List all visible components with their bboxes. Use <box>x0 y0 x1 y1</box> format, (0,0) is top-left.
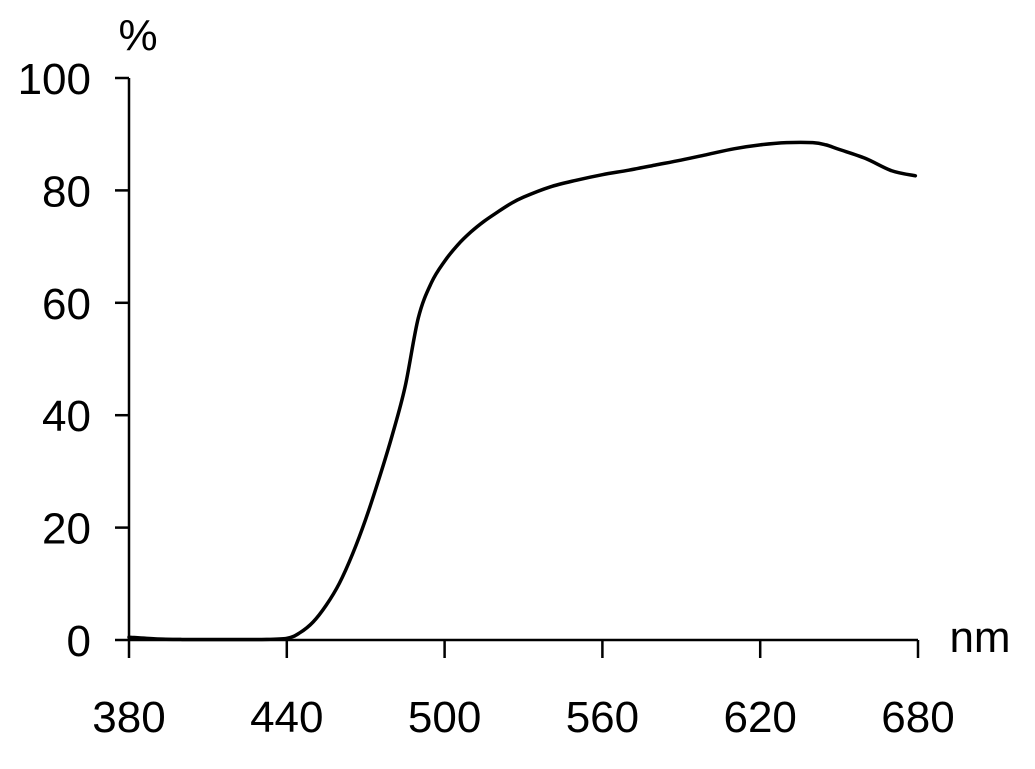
x-axis-unit-label: nm <box>949 613 1010 662</box>
y-tick-label: 20 <box>42 505 91 554</box>
series-line <box>129 142 915 639</box>
y-tick-label: 40 <box>42 392 91 441</box>
x-tick-label: 380 <box>92 693 165 742</box>
chart-axes <box>129 78 918 640</box>
plot-area <box>129 142 915 639</box>
y-axis-ticks: 0 20 40 60 80 100 <box>18 55 129 666</box>
y-axis-unit-label: % <box>118 11 157 60</box>
x-tick-label: 560 <box>566 693 639 742</box>
y-tick-label: 60 <box>42 280 91 329</box>
y-tick-label: 80 <box>42 167 91 216</box>
x-tick-label: 620 <box>723 693 796 742</box>
x-tick-label: 440 <box>250 693 323 742</box>
x-tick-label: 680 <box>881 693 954 742</box>
y-tick-label: 100 <box>18 55 91 104</box>
x-axis-ticks: 380 440 500 560 620 680 <box>92 640 954 742</box>
x-tick-label: 500 <box>408 693 481 742</box>
y-tick-label: 0 <box>67 617 91 666</box>
